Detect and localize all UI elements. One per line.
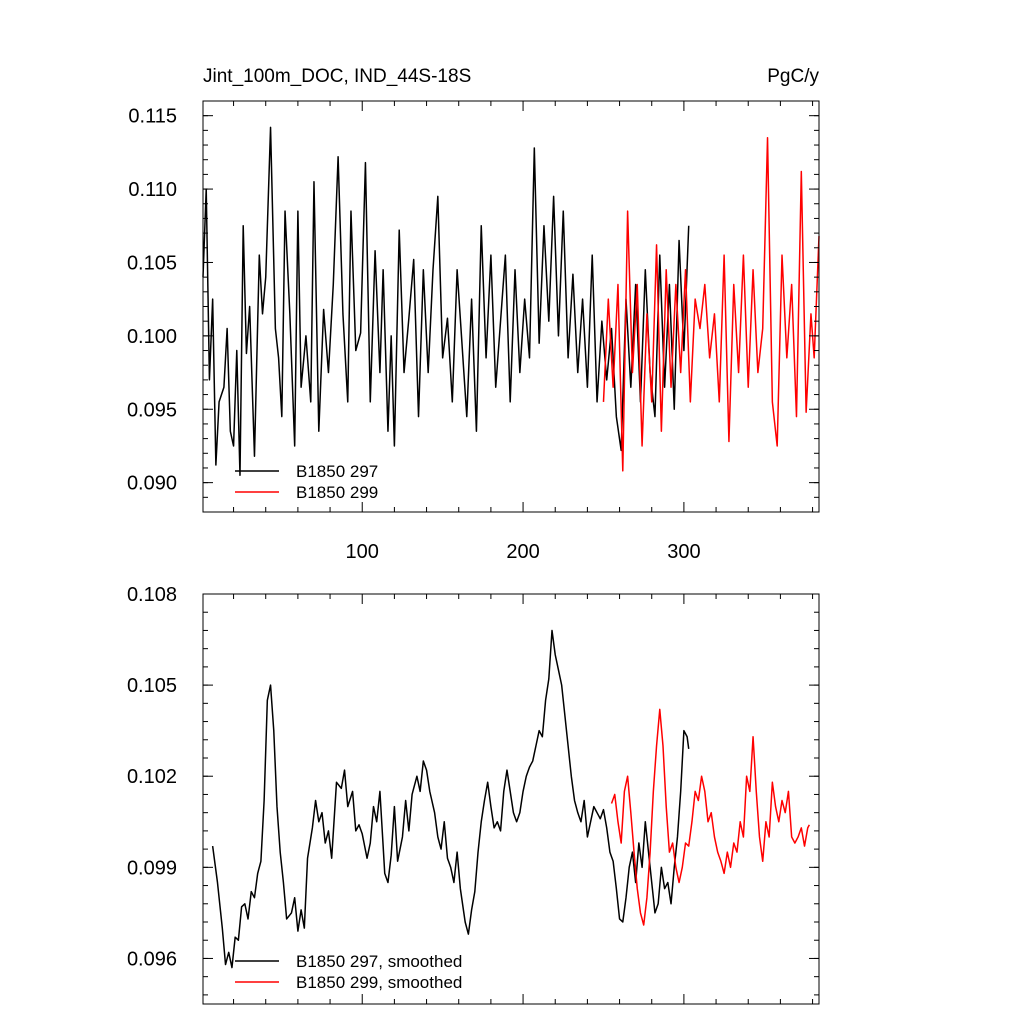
top-ticks-group: 100 200 300 0.090 0.095 0.100 0.105 0.110 0.115 [127,100,819,563]
bottom-ticks-group: 0.096 0.099 0.102 0.105 0.108 [127,584,819,1004]
top-y-tick-label: 0.095 [127,399,177,421]
bottom-y-tick-label: 0.099 [127,857,177,879]
bottom-legend: B1850 297, smoothed B1850 299, smoothed [235,952,462,992]
top-x-tick-label: 100 [346,541,379,563]
bottom-y-tick-label: 0.108 [127,584,177,606]
top-chart-units: PgC/y [767,66,819,87]
top-legend: B1850 297 B1850 299 [235,462,378,502]
top-y-tick-label: 0.105 [127,252,177,274]
bottom-legend-label-1: B1850 299, smoothed [296,973,462,992]
top-panel: Jint_100m_DOC, IND_44S-18S PgC/y 100 200 3… [127,66,820,563]
top-legend-label-1: B1850 299 [296,483,378,502]
bottom-y-tick-label: 0.096 [127,948,177,970]
top-series-line-1 [602,136,820,472]
bottom-legend-label-0: B1850 297, smoothed [296,952,462,971]
bottom-series-line-0 [211,629,690,969]
top-y-tick-label: 0.100 [127,326,177,348]
top-series-line-0 [202,126,690,477]
top-x-tick-label: 200 [506,541,539,563]
top-chart-title: Jint_100m_DOC, IND_44S-18S [203,66,471,87]
bottom-panel: 0.096 0.099 0.102 0.105 0.108 B1850 297, smo… [127,584,820,1005]
top-x-tick-label: 300 [667,541,700,563]
bottom-y-tick-label: 0.105 [127,675,177,697]
bottom-y-tick-label: 0.102 [127,766,177,788]
bottom-plot-frame [202,593,820,1005]
bottom-series-group [211,629,811,969]
top-plot-frame [202,100,820,513]
top-y-tick-label: 0.115 [128,106,177,128]
top-series-group [202,126,820,477]
top-legend-label-0: B1850 297 [296,462,378,481]
bottom-series-line-1 [610,708,811,926]
top-y-tick-label: 0.110 [128,179,177,201]
top-y-tick-label: 0.090 [127,473,177,495]
